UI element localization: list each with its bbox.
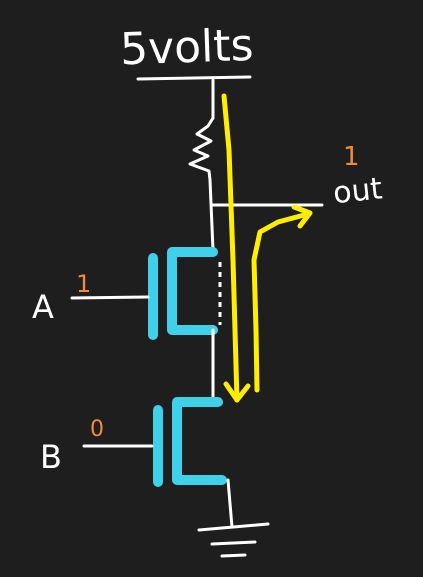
ground-wire [226,478,234,529]
current-path-down-arrow [221,93,251,403]
supply-rail [136,75,252,81]
gate-a-wire [70,295,150,300]
node-wire [208,178,215,252]
transistor-b-icon [153,397,227,487]
output-label: out [331,171,384,211]
resistor-icon [188,116,215,182]
ground-icon [197,522,270,558]
input-b-state: 0 [90,417,104,442]
input-a-state: 1 [76,270,91,298]
supply-label: 5volts [119,20,254,76]
input-a-label: A [32,288,54,326]
output-state: 1 [343,142,360,172]
current-path-out-arrow [251,204,313,393]
transistor-a-icon [148,247,218,340]
input-b-label: B [40,438,62,476]
